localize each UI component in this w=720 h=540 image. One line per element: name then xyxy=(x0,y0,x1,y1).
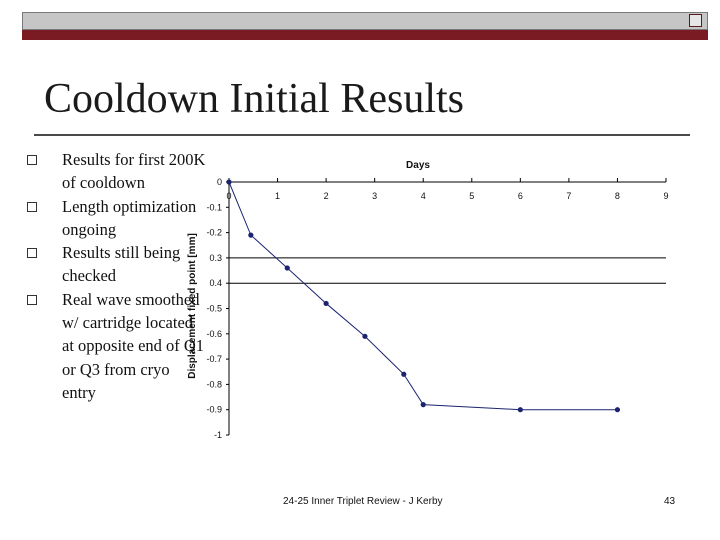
bullet-text: Results for first 200K of cooldown xyxy=(62,150,206,193)
data-point xyxy=(614,407,621,413)
bullet-square-icon xyxy=(27,294,37,305)
bullet-text: Length optimization ongoing xyxy=(62,196,197,239)
data-point xyxy=(420,402,426,408)
data-point xyxy=(248,232,254,238)
bullet-text: Results still being checked xyxy=(62,243,181,286)
x-tick-label: 5 xyxy=(469,191,474,201)
slide-title: Cooldown Initial Results xyxy=(44,76,464,122)
page-number: 43 xyxy=(664,496,676,507)
bullet-square-icon xyxy=(27,248,37,259)
x-axis-title: Days xyxy=(406,160,430,171)
x-tick-label: 9 xyxy=(663,191,668,201)
bullet-item: Results still being checked xyxy=(27,241,207,288)
data-point xyxy=(323,300,329,307)
y-tick-label: -0.2 xyxy=(206,228,222,238)
x-tick-label: 7 xyxy=(566,191,571,201)
data-point xyxy=(517,407,523,413)
bullet-item: Results for first 200K of cooldown xyxy=(27,148,207,195)
x-tick-label: 2 xyxy=(324,191,329,201)
y-tick-label: -0.7 xyxy=(206,354,222,364)
y-tick-label: -0.8 xyxy=(206,379,222,389)
bullet-square-icon xyxy=(27,155,37,165)
x-tick-label: 1 xyxy=(275,191,280,201)
y-tick-label: -0.5 xyxy=(206,304,222,314)
footer-text: 24-25 Inner Triplet Review - J Kerby xyxy=(283,496,443,507)
x-tick-label: 3 xyxy=(372,191,377,201)
y-tick-label: -0.9 xyxy=(206,405,222,415)
x-tick-label: 0 xyxy=(226,191,231,201)
y-tick-label: -0.6 xyxy=(206,329,222,339)
bullet-item: Length optimization ongoing xyxy=(27,195,207,242)
y-tick-label: 0 xyxy=(217,177,222,187)
bullet-item: Real wave smoothed w/ cartridge located … xyxy=(27,288,207,404)
data-point xyxy=(401,371,407,377)
x-tick-label: 6 xyxy=(518,191,523,201)
y-tick-label: 0.3 xyxy=(209,253,222,263)
top-decor-square xyxy=(689,14,702,27)
series-line xyxy=(228,181,618,411)
top-accent-bar xyxy=(22,30,708,40)
data-point xyxy=(362,333,368,339)
bullet-square-icon xyxy=(27,201,37,212)
top-decor-bar xyxy=(22,12,708,30)
y-tick-label: -0.1 xyxy=(206,202,222,212)
bullet-text: Real wave smoothed w/ cartridge located … xyxy=(62,289,205,402)
y-axis-title: Displacement fixed point [mm] xyxy=(187,233,198,379)
x-tick-label: 8 xyxy=(615,191,620,201)
title-divider xyxy=(34,134,690,136)
displacement-chart: 0 1 2 3 4 5 6 7 8 9 0 -0.1 -0.2 0.3 0.4 -0.5 -0.6 -0.7 -0.… xyxy=(187,160,669,440)
x-tick-label: 4 xyxy=(421,191,426,201)
bullet-list: Results for first 200K of cooldown Lengt… xyxy=(27,148,207,404)
data-point xyxy=(284,265,290,271)
y-tick-label: 0.4 xyxy=(209,278,222,288)
data-point xyxy=(226,179,232,185)
y-tick-label: -1 xyxy=(214,430,222,440)
